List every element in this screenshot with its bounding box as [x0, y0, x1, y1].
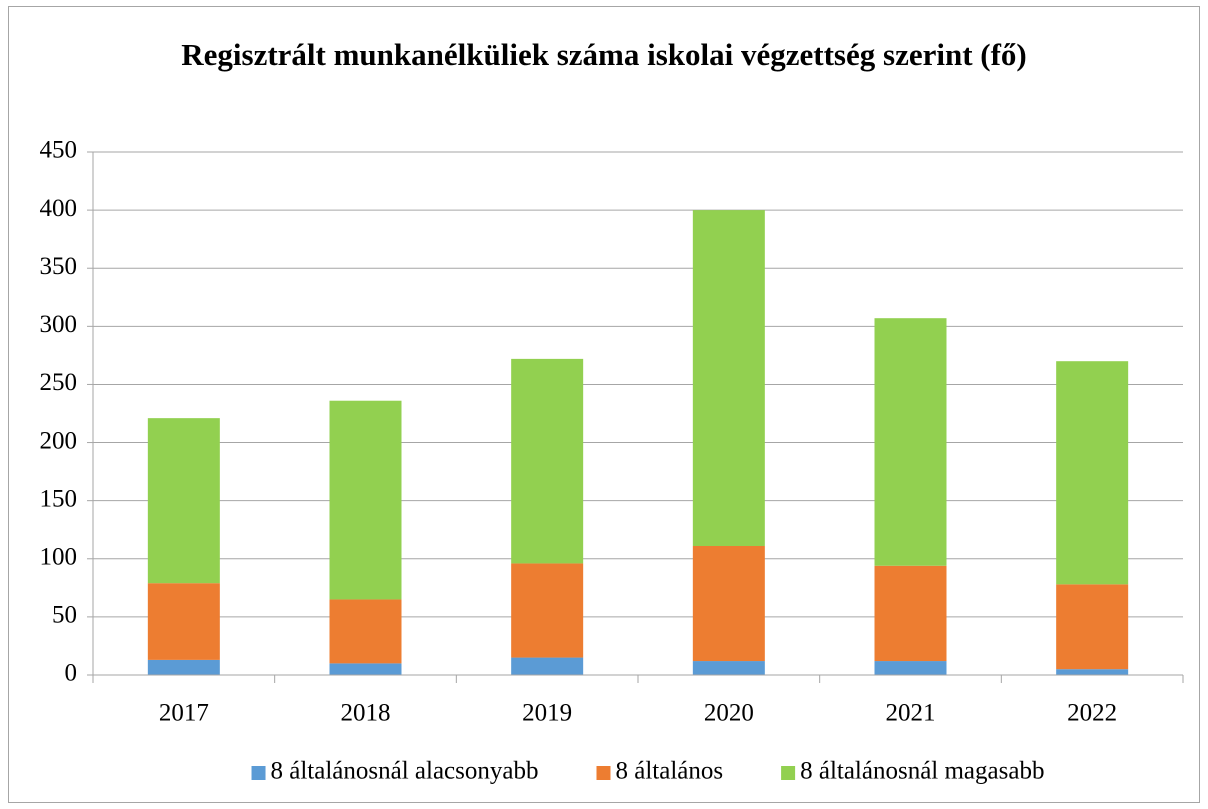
- bar-segment: [874, 318, 947, 566]
- bar-segment: [874, 661, 947, 675]
- legend-swatch: [781, 766, 796, 780]
- bar-segment: [147, 583, 220, 660]
- y-tick-label: 400: [40, 195, 78, 222]
- y-tick-label: 0: [65, 660, 78, 687]
- legend-swatch: [596, 766, 611, 780]
- legend-swatch: [251, 766, 266, 780]
- chart-title: Regisztrált munkanélküliek száma iskolai…: [181, 37, 1027, 72]
- y-tick-label: 300: [40, 311, 78, 338]
- y-tick-label: 50: [52, 602, 77, 629]
- bar-segment: [511, 563, 584, 658]
- x-tick-label: 2018: [341, 700, 391, 727]
- x-tick-label: 2022: [1067, 700, 1117, 727]
- y-tick-label: 450: [40, 137, 78, 164]
- bar-segment: [874, 565, 947, 662]
- bar-segment: [511, 657, 584, 675]
- y-tick-label: 250: [40, 369, 78, 396]
- bar-segment: [329, 400, 402, 600]
- bar-segment: [147, 418, 220, 584]
- bar-segment: [692, 545, 765, 662]
- bar-segment: [147, 659, 220, 675]
- x-tick-label: 2019: [522, 700, 572, 727]
- bar-segment: [329, 599, 402, 664]
- y-tick-label: 200: [40, 427, 78, 454]
- bar-segment: [329, 663, 402, 675]
- bar-segment: [511, 358, 584, 564]
- bar-segment: [1056, 361, 1129, 585]
- x-tick-label: 2017: [159, 700, 209, 727]
- legend-label: 8 általános: [615, 758, 723, 785]
- bar-segment: [692, 210, 765, 546]
- legend-label: 8 általánosnál magasabb: [800, 758, 1044, 785]
- y-tick-label: 350: [40, 253, 78, 280]
- chart-border: [8, 6, 1200, 803]
- bar-segment: [692, 661, 765, 675]
- bar-segment: [1056, 584, 1129, 670]
- bar-segment: [1056, 669, 1129, 675]
- x-tick-label: 2021: [886, 700, 936, 727]
- y-tick-label: 150: [40, 485, 78, 512]
- y-tick-label: 100: [40, 544, 78, 571]
- legend-label: 8 általánosnál alacsonyabb: [271, 758, 539, 785]
- x-tick-label: 2020: [704, 700, 754, 727]
